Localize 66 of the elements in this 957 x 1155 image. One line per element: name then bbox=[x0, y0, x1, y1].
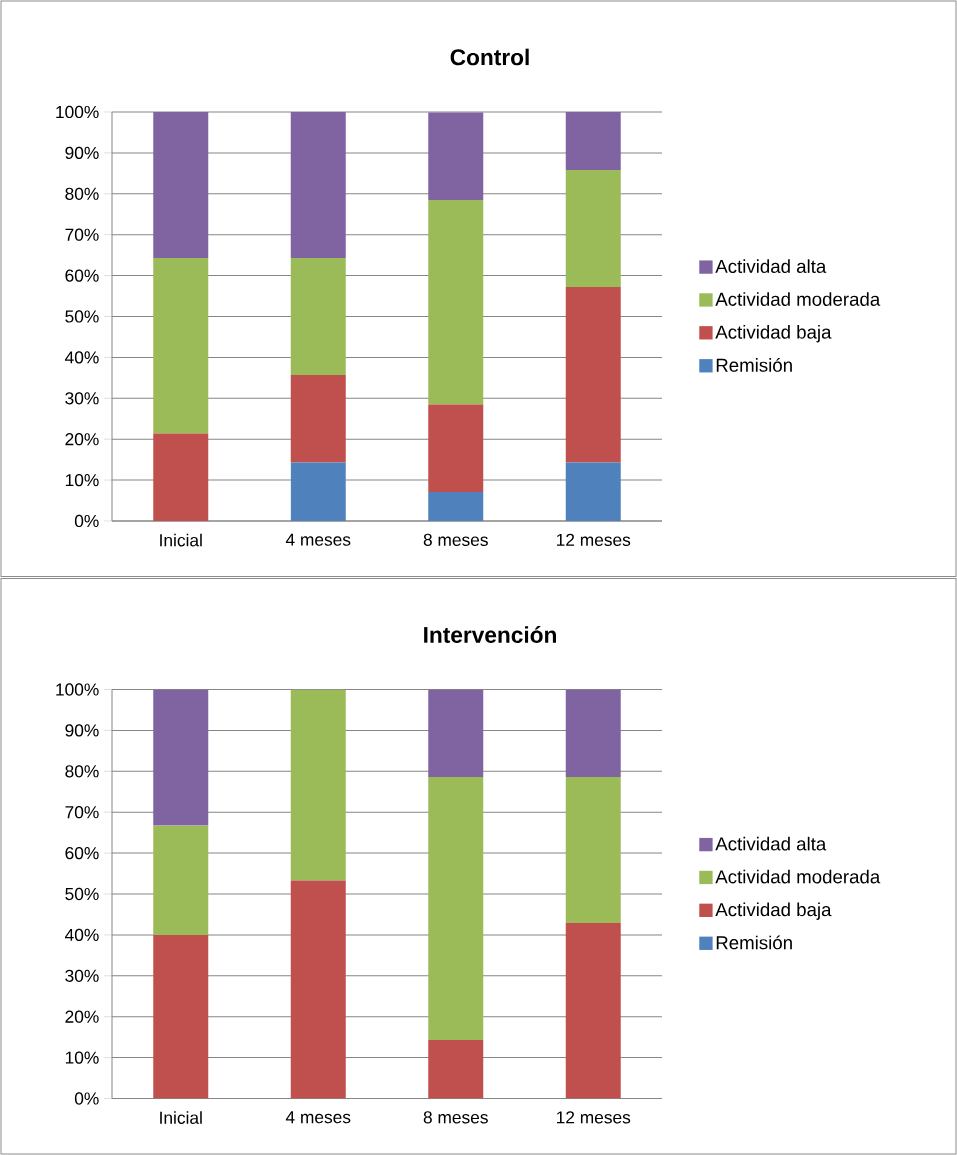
bar bbox=[290, 374, 346, 463]
y-tick-label: 40% bbox=[64, 351, 99, 364]
bar bbox=[565, 777, 621, 924]
bar bbox=[290, 462, 346, 521]
y-tick-label: 10% bbox=[65, 1051, 99, 1064]
y-tick-label: 30% bbox=[65, 969, 99, 982]
x-tick-label: Inicial bbox=[160, 533, 202, 547]
bar bbox=[565, 111, 621, 171]
x-tick-label: 4 meses bbox=[285, 533, 351, 546]
y-tick-label: 20% bbox=[65, 433, 99, 446]
bar bbox=[428, 199, 484, 405]
legend-label: Remisión bbox=[716, 935, 792, 950]
legend-label: Actividad moderada bbox=[715, 292, 881, 306]
y-tick-label: 80% bbox=[65, 765, 99, 778]
y-tick-label: 90% bbox=[65, 724, 99, 737]
chart-title: Control bbox=[450, 48, 529, 66]
bar bbox=[428, 404, 484, 492]
bar bbox=[153, 433, 209, 521]
x-tick-label: 4 meses bbox=[285, 1111, 351, 1124]
y-tick-label: 50% bbox=[65, 310, 99, 323]
y-tick-label: 70% bbox=[65, 806, 99, 819]
legend-label: Actividad alta bbox=[715, 259, 827, 274]
x-tick-label: 8 meses bbox=[423, 1111, 488, 1124]
bar bbox=[290, 880, 346, 1099]
legend-label: Actividad alta bbox=[715, 836, 827, 851]
x-tick-label: 8 meses bbox=[423, 533, 488, 546]
y-tick-label: 80% bbox=[65, 187, 99, 200]
y-tick-label: 10% bbox=[65, 473, 99, 487]
legend-label: Actividad baja bbox=[715, 325, 832, 343]
bar bbox=[565, 287, 621, 463]
chart-title: Intervención bbox=[424, 626, 556, 643]
y-tick-label: 70% bbox=[65, 228, 99, 241]
bar bbox=[428, 1040, 484, 1099]
x-tick-label: Inicial bbox=[160, 1111, 202, 1124]
bar bbox=[153, 825, 209, 935]
y-tick-label: 30% bbox=[65, 392, 99, 405]
x-tick-label: 12 meses bbox=[557, 1111, 631, 1124]
bar bbox=[290, 689, 346, 881]
bar bbox=[153, 689, 209, 826]
bar bbox=[428, 777, 484, 1041]
y-tick-label: 60% bbox=[65, 846, 99, 860]
bar bbox=[565, 170, 621, 288]
bar bbox=[565, 462, 621, 521]
bar bbox=[153, 111, 209, 258]
bar bbox=[290, 111, 346, 258]
bar bbox=[153, 934, 209, 1099]
bar bbox=[565, 923, 621, 1099]
x-tick-label: 12 meses bbox=[557, 533, 631, 546]
legend-label: Remisión bbox=[716, 357, 792, 372]
bar bbox=[428, 112, 484, 200]
legend-label: Actividad baja bbox=[715, 902, 832, 920]
bar bbox=[565, 689, 621, 778]
bar bbox=[428, 689, 484, 778]
y-tick-label: 40% bbox=[64, 928, 99, 942]
legend-label: Actividad moderada bbox=[715, 869, 881, 884]
bar bbox=[153, 258, 209, 434]
y-tick-label: 100% bbox=[56, 683, 99, 696]
bar bbox=[290, 258, 346, 375]
y-tick-label: 60% bbox=[65, 269, 99, 282]
bar bbox=[428, 491, 484, 521]
y-tick-label: 90% bbox=[65, 146, 99, 160]
y-tick-label: 20% bbox=[65, 1010, 99, 1023]
y-tick-label: 50% bbox=[65, 887, 99, 901]
y-tick-label: 0% bbox=[74, 1092, 99, 1105]
y-tick-label: 100% bbox=[56, 105, 99, 119]
y-tick-label: 0% bbox=[74, 514, 99, 528]
